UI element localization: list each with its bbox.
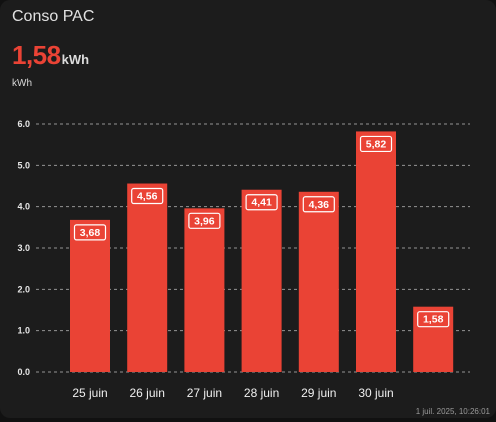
y-tick-label: 6.0 bbox=[17, 119, 30, 129]
current-value: 1,58 kWh bbox=[12, 40, 89, 71]
data-label: 5,82 bbox=[366, 138, 387, 150]
data-label-box bbox=[188, 212, 221, 229]
data-label: 4,56 bbox=[137, 191, 158, 203]
x-tick-label: 25 juin bbox=[72, 386, 107, 400]
x-tick-label: 28 juin bbox=[244, 386, 279, 400]
current-value-number: 1,58 bbox=[12, 40, 61, 70]
data-label: 4,36 bbox=[309, 199, 330, 211]
data-label-box bbox=[302, 196, 335, 213]
bar bbox=[298, 191, 339, 372]
x-tick-label: 30 juin bbox=[358, 386, 393, 400]
x-tick-label: 26 juin bbox=[130, 386, 165, 400]
data-label-box bbox=[417, 311, 450, 328]
card-title: Conso PAC bbox=[12, 8, 95, 25]
x-tick-label: 27 juin bbox=[187, 386, 222, 400]
x-tick-label: 29 juin bbox=[301, 386, 336, 400]
y-tick-label: 0.0 bbox=[17, 367, 30, 377]
current-value-unit: kWh bbox=[61, 52, 90, 67]
y-tick-label: 2.0 bbox=[17, 284, 30, 294]
data-label-box bbox=[131, 187, 164, 205]
data-label-box bbox=[359, 135, 393, 153]
bar bbox=[356, 131, 396, 372]
data-label: 3,96 bbox=[194, 215, 215, 227]
data-label: 3,68 bbox=[80, 227, 101, 239]
bar bbox=[127, 183, 168, 372]
data-label: 1,58 bbox=[423, 314, 444, 326]
y-tick-label: 1.0 bbox=[17, 326, 30, 336]
y-tick-label: 5.0 bbox=[17, 160, 30, 170]
y-axis-unit: kWh bbox=[12, 78, 32, 89]
data-label-box bbox=[73, 224, 107, 241]
bar bbox=[241, 189, 282, 372]
bar bbox=[184, 208, 225, 372]
data-label: 4,41 bbox=[251, 197, 272, 209]
bar bbox=[70, 219, 110, 372]
y-tick-label: 4.0 bbox=[17, 202, 30, 212]
y-tick-label: 3.0 bbox=[17, 243, 30, 253]
data-label-box bbox=[245, 194, 278, 211]
last-updated: 1 juil. 2025, 10:26:01 bbox=[415, 407, 490, 416]
